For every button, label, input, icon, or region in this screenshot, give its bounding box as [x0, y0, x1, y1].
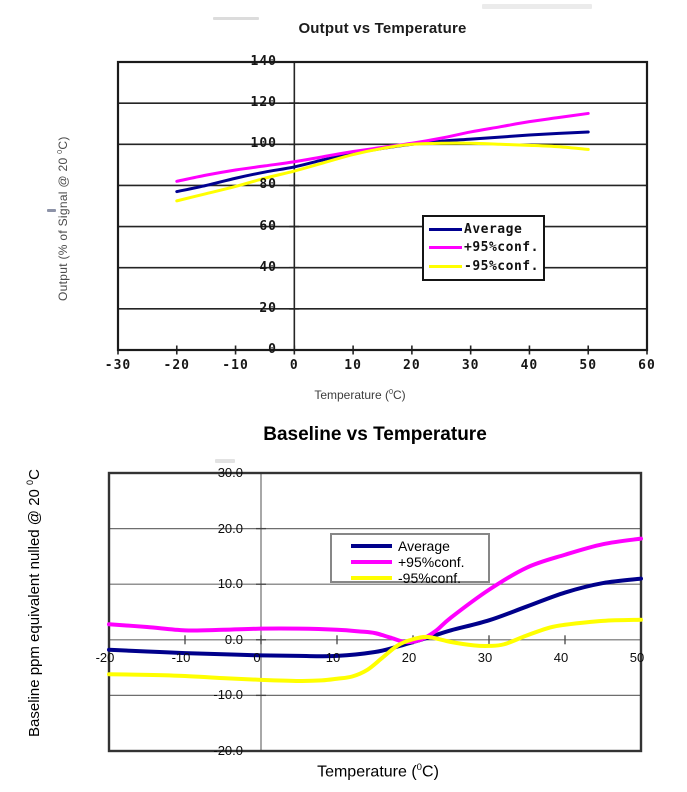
chart1-title: Baseline vs Temperature [263, 424, 487, 445]
legend-label: +95%conf. [398, 554, 465, 570]
series-line-average [175, 130, 590, 194]
series-line-average [107, 576, 643, 659]
legend-label: -95%conf. [464, 259, 539, 275]
x-tick-label: 60 [638, 358, 656, 373]
y-tick-label: -10.0 [213, 687, 243, 703]
y-tick-label: 0.0 [224, 631, 243, 647]
y-tick-label: 120 [250, 95, 277, 111]
jpeg-artifact [215, 459, 235, 463]
average-line-swatch [429, 227, 462, 231]
minus95conf-line-swatch [429, 265, 462, 269]
x-tick-label: 30 [461, 358, 480, 373]
label-text: Temperature ( [317, 763, 417, 781]
x-tick-label: 50 [579, 358, 598, 373]
legend-label: Average [464, 221, 523, 237]
x-tick-label: 20 [403, 358, 421, 373]
plus95conf-line-swatch [351, 560, 392, 564]
chart1-legend: Average +95%conf. -95%conf. [330, 533, 490, 586]
y-tick-label: 20 [259, 300, 277, 316]
legend-item-plus95conf: +95%conf. [332, 554, 488, 570]
label-text: Temperature ( [314, 388, 390, 402]
y-tick-label: 60 [259, 218, 277, 234]
chart0-x-axis-title: Temperature (0C) [260, 387, 460, 402]
x-tick-label: 50 [629, 650, 645, 665]
y-tick-label: 100 [250, 136, 277, 152]
series-line-95conf [175, 141, 590, 203]
y-tick-label: 0 [268, 342, 277, 357]
x-tick-label: -30 [104, 358, 132, 373]
jpeg-artifact [482, 4, 592, 9]
legend-item-average: Average [424, 222, 543, 237]
x-tick-label: 0 [253, 650, 261, 665]
jpeg-artifact [213, 17, 259, 20]
x-tick-label: 40 [553, 650, 569, 665]
legend-item-plus95conf: +95%conf. [424, 240, 543, 255]
chart0-y-axis-title: Output (% of Signal @ 20 0C) [53, 136, 70, 301]
y-tick-label: 10.0 [217, 576, 243, 592]
x-tick-label: -10 [222, 358, 249, 373]
x-tick-label: 10 [325, 650, 341, 665]
series-line-95conf [107, 617, 643, 683]
series-line-95conf [107, 536, 643, 645]
label-text: Output (% of Signal @ 20 [56, 153, 70, 301]
label-text: C) [422, 763, 439, 781]
x-tick-label: -20 [163, 358, 191, 373]
superscript: 0 [25, 479, 35, 485]
legend-item-minus95conf: -95%conf. [332, 570, 488, 586]
x-tick-label: -20 [95, 650, 115, 665]
label-text: Baseline ppm equivalent nulled @ 20 [26, 484, 43, 737]
label-text: C [26, 469, 43, 480]
x-tick-label: 0 [289, 358, 299, 373]
label-text: C) [56, 136, 70, 150]
legend-item-minus95conf: -95%conf. [424, 259, 543, 274]
label-text: C) [393, 388, 406, 402]
legend-item-average: Average [332, 538, 488, 554]
y-tick-label: 30.0 [217, 465, 243, 480]
y-tick-label: 20.0 [217, 520, 243, 536]
minus95conf-line-swatch [351, 576, 392, 580]
chart0-legend: Average +95%conf. -95%conf. [422, 215, 545, 281]
y-tick-label: 40 [259, 259, 277, 275]
chart0-title: Output vs Temperature [298, 20, 467, 37]
plus95conf-line-swatch [429, 246, 462, 250]
y-tick-label: 140 [250, 54, 277, 69]
superscript: 0 [389, 387, 394, 396]
superscript: 0 [416, 762, 423, 773]
chart1-x-axis-title: Temperature (0C) [278, 762, 478, 781]
legend-label: Average [398, 538, 450, 554]
average-line-swatch [351, 544, 392, 548]
y-tick-label: -20.0 [213, 743, 243, 758]
x-tick-label: 10 [344, 358, 362, 373]
superscript: 0 [55, 149, 64, 154]
stray-dash-artifact [47, 209, 56, 212]
legend-label: +95%conf. [464, 240, 539, 256]
x-tick-label: 40 [520, 358, 539, 373]
legend-label: -95%conf. [398, 570, 462, 586]
x-tick-label: -10 [171, 650, 191, 665]
x-tick-label: 30 [477, 650, 493, 665]
y-tick-label: 80 [259, 177, 277, 193]
chart1-y-axis-title: Baseline ppm equivalent nulled @ 20 0C [22, 469, 43, 737]
x-tick-label: 20 [401, 650, 417, 665]
